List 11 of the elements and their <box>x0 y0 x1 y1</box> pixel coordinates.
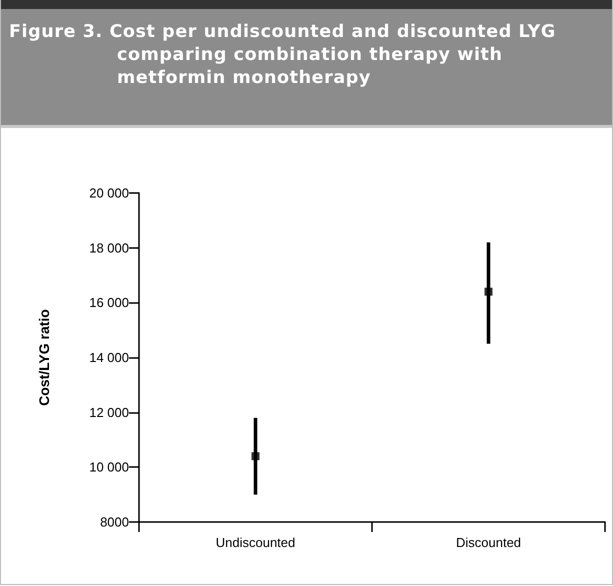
x-tick-label: Undiscounted <box>216 535 296 550</box>
y-tick-label: 14 000 <box>89 350 129 365</box>
y-tick-label: 18 000 <box>89 240 129 256</box>
x-tick-label: Discounted <box>456 535 522 550</box>
y-tick-label: 12 000 <box>89 404 129 420</box>
y-tick-label: 16 000 <box>89 295 129 310</box>
y-axis-title: Cost/LYG ratio <box>36 309 52 406</box>
y-tick-label: 10 000 <box>89 460 129 475</box>
chart-title: Figure 3. Cost per undiscounted and discounted LYG comparing combination therapy with metformin monotherapy <box>9 21 557 90</box>
y-tick-label: 8000 <box>100 514 129 530</box>
y-tick-label: 20 000 <box>89 186 129 200</box>
